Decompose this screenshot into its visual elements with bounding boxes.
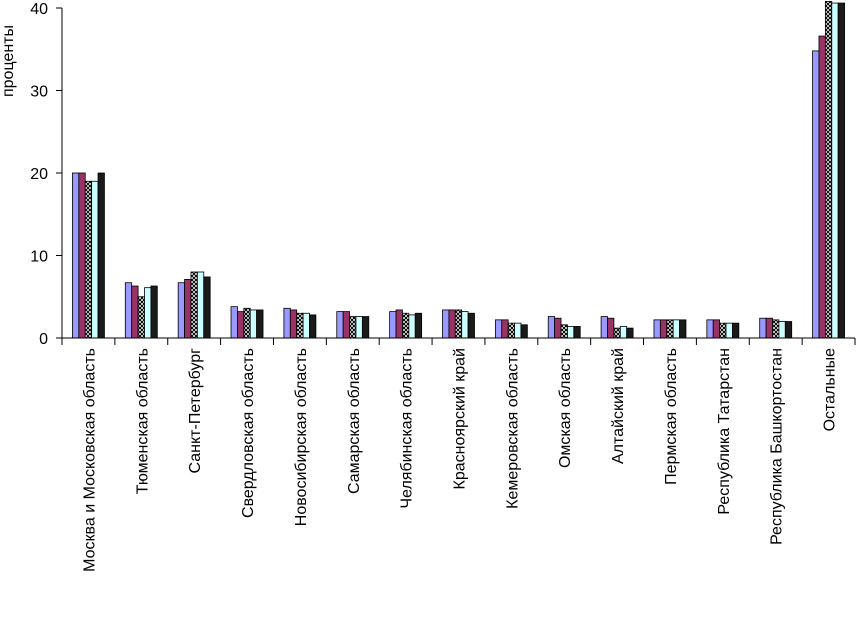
- bar: [547, 316, 556, 339]
- bar: [507, 322, 515, 339]
- bar: [719, 322, 727, 339]
- bar: [78, 172, 86, 339]
- bar: [520, 324, 528, 339]
- bar: [461, 311, 469, 339]
- bar: [302, 312, 310, 339]
- bar: [283, 307, 291, 339]
- bar: [837, 2, 845, 339]
- bar: [725, 322, 733, 339]
- bar: [442, 309, 450, 339]
- bar: [672, 319, 680, 339]
- y-tick-label: 30: [30, 84, 48, 101]
- bar: [203, 276, 211, 339]
- bar: [289, 309, 298, 339]
- bar: [653, 319, 661, 339]
- x-tick-label: Кемеровская область: [504, 348, 521, 509]
- x-tick-label: Республика Башкортостан: [769, 348, 786, 545]
- bar: [184, 279, 192, 339]
- bar: [732, 322, 740, 339]
- x-tick-label: Алтайский край: [610, 348, 627, 464]
- bar: [137, 296, 145, 339]
- bar: [554, 317, 562, 339]
- bar: [249, 309, 258, 339]
- x-tick-label: Тюменская область: [134, 348, 151, 494]
- x-tick-label: Пермская область: [663, 348, 680, 485]
- bar: [144, 287, 152, 339]
- bar: [309, 314, 317, 339]
- x-tick-label: Омская область: [557, 348, 574, 468]
- x-tick-label: Новосибирская область: [293, 348, 310, 526]
- bar: [765, 317, 773, 339]
- bar: [600, 316, 608, 339]
- bar: [772, 319, 780, 339]
- x-tick-label: Республика Татарстан: [716, 348, 733, 515]
- bar: [230, 306, 238, 339]
- y-tick-label: 10: [30, 249, 48, 266]
- bar: [679, 319, 687, 339]
- bar: [361, 316, 370, 339]
- bar: [812, 50, 820, 339]
- y-tick-label: 40: [30, 1, 48, 18]
- bar: [408, 314, 416, 339]
- bar: [196, 271, 205, 339]
- bar: [256, 309, 264, 339]
- bar: [124, 282, 133, 339]
- bar: [131, 285, 139, 339]
- bar: [818, 35, 826, 339]
- bar: [342, 311, 350, 339]
- bar: [454, 309, 463, 339]
- y-axis-label: проценты: [0, 25, 17, 97]
- bar: [560, 324, 568, 339]
- x-tick-label: Челябинская область: [399, 348, 416, 509]
- bar: [389, 311, 397, 339]
- bar: [355, 316, 363, 339]
- bar: [784, 321, 793, 339]
- bar: [607, 317, 615, 339]
- bar: [494, 319, 503, 339]
- bar: [514, 322, 522, 339]
- bar: [824, 0, 833, 339]
- bar: [501, 319, 509, 339]
- bar: [567, 326, 575, 339]
- y-tick-label: 0: [39, 331, 48, 348]
- bar: [177, 282, 185, 339]
- bar: [706, 319, 714, 339]
- x-tick-label: Свердловская область: [240, 348, 257, 518]
- x-tick-label: Остальные: [822, 348, 839, 432]
- bar: [831, 2, 839, 339]
- bar: [666, 319, 674, 339]
- bar: [619, 326, 628, 339]
- x-tick-label: Санкт-Петербург: [187, 348, 204, 474]
- bar: [84, 180, 93, 339]
- bar: [150, 285, 158, 339]
- bar: [659, 319, 668, 339]
- bar: [190, 271, 198, 339]
- bar: [402, 312, 410, 339]
- x-tick-label: Самарская область: [346, 348, 363, 494]
- bar: [414, 312, 423, 339]
- bar: [72, 172, 80, 339]
- bar: [759, 317, 767, 339]
- bar: [349, 316, 357, 339]
- x-tick-label: Красноярский край: [452, 348, 469, 489]
- bar: [395, 309, 403, 339]
- y-tick-label: 20: [30, 166, 48, 183]
- bar: [467, 312, 475, 339]
- bar: [336, 311, 344, 339]
- bar: [712, 319, 721, 339]
- x-tick-label: Москва и Московская область: [81, 348, 98, 572]
- bar: [778, 321, 786, 339]
- bar: [448, 309, 456, 339]
- bar: [91, 180, 99, 339]
- bar: [97, 172, 105, 339]
- bar: [296, 312, 304, 339]
- bar: [573, 326, 581, 339]
- bar: [237, 311, 245, 339]
- bar: [626, 327, 634, 339]
- bar: [243, 307, 251, 339]
- bar: [613, 327, 621, 339]
